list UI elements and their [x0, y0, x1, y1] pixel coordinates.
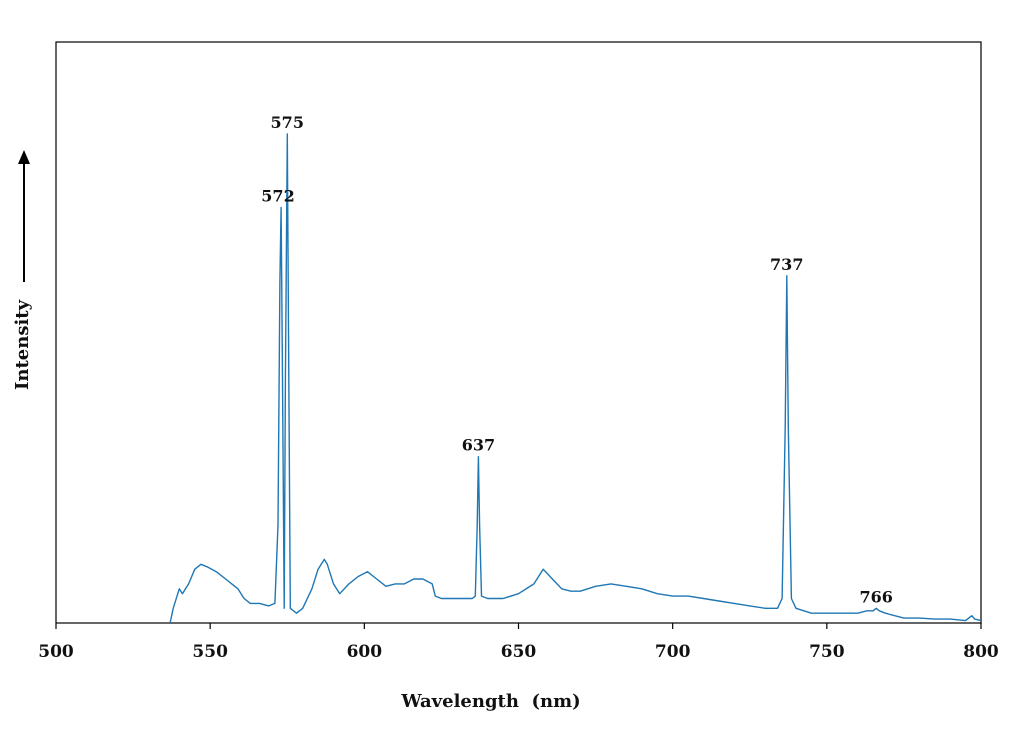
y-axis-arrow	[18, 150, 30, 282]
x-tick-label: 800	[963, 642, 999, 662]
y-axis-arrow-head	[18, 150, 30, 164]
x-tick-label: 650	[501, 642, 537, 662]
peak-annotations: 575 572 737 637 766	[261, 113, 893, 606]
x-tick-label: 600	[347, 642, 383, 662]
x-axis-tick-labels: 500 550 600 650 700 750 800	[38, 642, 999, 662]
peak-label: 737	[770, 255, 803, 274]
x-tick-label: 550	[192, 642, 228, 662]
x-tick-label: 700	[655, 642, 691, 662]
x-tick-label: 750	[809, 642, 845, 662]
x-axis-ticks	[55, 623, 982, 629]
peak-label: 766	[859, 587, 892, 606]
plot-frame	[55, 41, 982, 624]
peak-label: 637	[462, 436, 495, 455]
y-axis-title: Intensity	[12, 299, 33, 390]
y-axis-title-group: Intensity	[12, 299, 33, 390]
x-axis-title: Wavelength (nm)	[400, 691, 580, 712]
x-tick-label: 500	[38, 642, 74, 662]
peak-label: 575	[271, 113, 304, 132]
peak-label: 572	[261, 186, 294, 205]
spectrum-series-line	[169, 133, 982, 624]
